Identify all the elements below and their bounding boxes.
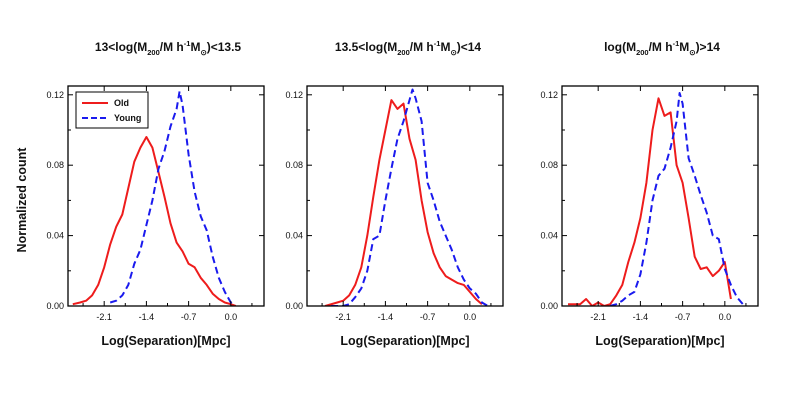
title-text: 13.5<log(M — [335, 40, 397, 54]
title-superscript: -1 — [434, 39, 441, 48]
y-tick-label: 0.08 — [285, 160, 303, 170]
x-tick-label: -2.1 — [335, 312, 351, 322]
legend: Old Young — [75, 91, 149, 129]
chart-panel-1: 13<log(M200/M h-1M⊙)<13.5 -2.1 -1.4 -0.7 0.0… — [46, 39, 265, 348]
y-tick-label: 0.08 — [46, 160, 64, 170]
series-old-line — [568, 97, 732, 306]
series-old-line — [72, 136, 237, 306]
title-text: M — [190, 40, 200, 54]
legend-label-young: Young — [114, 113, 141, 123]
title-superscript: -1 — [184, 39, 191, 48]
x-tick-label: -1.4 — [139, 312, 155, 322]
title-text: /M h — [649, 40, 673, 54]
x-axis-label: Log(Separation)[Mpc] — [340, 334, 469, 348]
y-tick-label: 0.04 — [285, 231, 303, 241]
y-tick-label: 0.00 — [540, 301, 558, 311]
x-tick-label: -1.4 — [378, 312, 394, 322]
y-tick-label: 0.12 — [46, 90, 64, 100]
x-tick-label: -2.1 — [590, 312, 606, 322]
title-subscript: 200 — [397, 48, 410, 57]
title-text: /M h — [160, 40, 184, 54]
chart-panel-2: 13.5<log(M200/M h-1M⊙)<14 -2.1 -1.4 -0.7 0.0… — [285, 39, 504, 348]
x-tick-label: -2.1 — [96, 312, 112, 322]
title-text: )<14 — [457, 40, 482, 54]
panel-title: log(M200/M h-1M⊙)>14 — [604, 39, 720, 57]
y-tick-label: 0.00 — [285, 301, 303, 311]
series-young-line — [609, 92, 744, 306]
y-tick-label: 0.12 — [285, 90, 303, 100]
x-tick-label: 0.0 — [225, 312, 238, 322]
x-tick-label: 0.0 — [719, 312, 732, 322]
x-tick-label: -0.7 — [675, 312, 691, 322]
y-tick-label: 0.08 — [540, 160, 558, 170]
title-text: M — [440, 40, 450, 54]
series-old-line — [324, 99, 483, 306]
legend-box — [75, 91, 149, 129]
x-axis-label: Log(Separation)[Mpc] — [595, 334, 724, 348]
title-subscript: 200 — [147, 48, 160, 57]
plot-frame — [561, 85, 759, 307]
title-superscript: -1 — [673, 39, 680, 48]
title-subscript: ⊙ — [689, 48, 696, 57]
series-young-line — [331, 88, 489, 306]
title-text: )<13.5 — [207, 40, 242, 54]
x-tick-label: -0.7 — [181, 312, 197, 322]
x-axis-label: Log(Separation)[Mpc] — [101, 334, 230, 348]
title-subscript: ⊙ — [200, 48, 207, 57]
series-young-line — [109, 90, 235, 306]
title-subscript: 200 — [636, 48, 649, 57]
title-text: M — [679, 40, 689, 54]
title-text: /M h — [410, 40, 434, 54]
x-tick-label: 0.0 — [464, 312, 477, 322]
y-tick-label: 0.00 — [46, 301, 64, 311]
plot-frame — [67, 85, 265, 307]
y-tick-label: 0.04 — [540, 231, 558, 241]
x-tick-label: -0.7 — [420, 312, 436, 322]
panel-title: 13.5<log(M200/M h-1M⊙)<14 — [335, 39, 482, 57]
plot-frame — [306, 85, 504, 307]
x-tick-label: -1.4 — [633, 312, 649, 322]
panel-title: 13<log(M200/M h-1M⊙)<13.5 — [95, 39, 242, 57]
y-axis-label: Normalized count — [15, 147, 29, 253]
legend-label-old: Old — [114, 98, 129, 108]
y-tick-label: 0.04 — [46, 231, 64, 241]
title-subscript: ⊙ — [450, 48, 457, 57]
y-tick-label: 0.12 — [540, 90, 558, 100]
title-text: )>14 — [696, 40, 721, 54]
chart-panel-3: log(M200/M h-1M⊙)>14 -2.1 -1.4 -0.7 0.0 0.00 0… — [540, 39, 759, 348]
title-text: log(M — [604, 40, 636, 54]
title-text: 13<log(M — [95, 40, 147, 54]
